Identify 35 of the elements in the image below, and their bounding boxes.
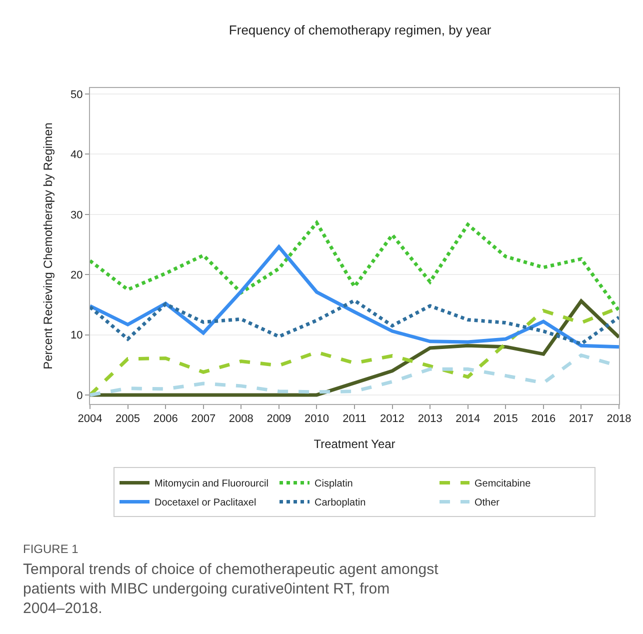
x-tick-label: 2016 <box>531 413 556 426</box>
x-tick-label: 2013 <box>418 413 442 426</box>
y-tick-label: 30 <box>70 209 83 222</box>
x-axis-title: Treatment Year <box>314 437 396 452</box>
x-tick-label: 2007 <box>191 413 216 426</box>
x-tick-label: 2018 <box>606 413 632 426</box>
x-tick-label: 2012 <box>380 413 405 426</box>
x-tick-label: 2009 <box>266 413 292 426</box>
x-tick-label: 2015 <box>493 413 518 426</box>
y-tick-label: 10 <box>70 330 83 342</box>
x-tick-label: 2004 <box>78 413 102 426</box>
legend-label: Cisplatin <box>314 478 353 490</box>
legend-label: Gemcitabine <box>474 478 532 490</box>
y-tick-label: 50 <box>70 88 83 101</box>
chart-title: Frequency of chemotherapy regimen, by year <box>228 22 492 38</box>
x-tick-label: 2008 <box>228 413 254 426</box>
x-tick-label: 2014 <box>456 413 480 426</box>
y-tick-label: 20 <box>70 269 83 282</box>
text: Temporal trends of choice of chemotherapeutic agent amongst patients with MIBC undergoing curative0intent RT, from 2004–2018. <box>23 561 440 617</box>
line-series <box>90 298 619 346</box>
x-tick-label: 2017 <box>568 413 594 426</box>
legend-label: Mitomycin and Fluorourcil <box>154 478 268 490</box>
line-series <box>90 245 619 349</box>
legend-label: Docetaxel or Paclitaxel <box>154 498 256 509</box>
x-tick-label: 2005 <box>116 413 140 426</box>
y-axis-title: Percent Recieving Chemotherapy by Regimen <box>40 122 55 370</box>
legend-label: Other <box>474 498 500 509</box>
line-series <box>90 221 619 312</box>
x-tick-label: 2011 <box>342 413 366 426</box>
x-tick-label: 2006 <box>153 413 178 426</box>
legend-label: Carboplatin <box>314 498 366 509</box>
y-tick-label: 40 <box>70 149 83 162</box>
x-tick-label: 2010 <box>304 413 329 426</box>
y-tick-label: 0 <box>76 390 83 402</box>
caption: FIGURE 1 <box>23 542 79 556</box>
